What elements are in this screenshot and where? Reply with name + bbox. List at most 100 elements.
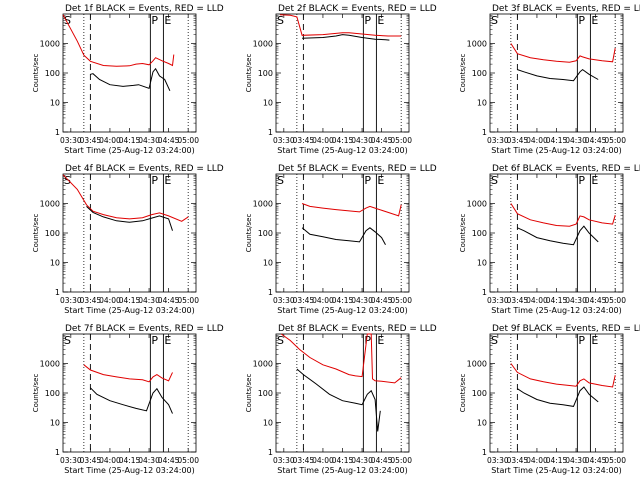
x-tick-label: 04:30	[565, 136, 587, 145]
x-tick-label: 04:00	[312, 136, 334, 145]
x-tick-label: 04:30	[565, 456, 587, 465]
plot-title: Det 9f BLACK = Events, RED = LLD	[492, 324, 640, 334]
series-line-lld	[279, 14, 402, 37]
plot-frame	[489, 13, 624, 133]
marker-flag-p: P	[151, 334, 158, 347]
x-tick-label: 04:00	[99, 296, 121, 305]
x-tick-label: 03:45	[80, 296, 102, 305]
y-tick-label: 1	[55, 288, 60, 297]
series-line-lld	[62, 174, 189, 222]
series-line-lld	[83, 364, 173, 383]
series-line-events	[302, 34, 390, 41]
plot-panel-8: Det 8f BLACK = Events, RED = LLD 1 10 100 10…	[245, 324, 437, 475]
marker-flag-e: E	[377, 14, 384, 27]
x-tick-label: 05:00	[390, 136, 412, 145]
plot-title: Det 3f BLACK = Events, RED = LLD	[492, 4, 640, 14]
x-tick-label: 04:45	[158, 136, 180, 145]
y-tick-label: 10	[263, 259, 273, 268]
x-tick-label: 04:15	[546, 136, 568, 145]
marker-flag-p: P	[364, 14, 371, 27]
marker-flag-s: S	[64, 14, 71, 27]
y-tick-label: 1	[55, 128, 60, 137]
marker-flag-e: E	[591, 14, 598, 27]
x-tick-label: 05:00	[604, 296, 626, 305]
plot-frame	[62, 173, 197, 293]
marker-flag-s: S	[277, 14, 284, 27]
y-tick-label: 10	[263, 99, 273, 108]
plot-title: Det 7f BLACK = Events, RED = LLD	[65, 324, 224, 334]
x-tick-label: 04:15	[546, 456, 568, 465]
y-axis-label: Counts/sec	[459, 374, 467, 413]
x-tick-label: 03:30	[273, 296, 295, 305]
x-tick-label: 04:30	[138, 136, 160, 145]
series-line-events	[86, 206, 173, 231]
series-line-events	[90, 387, 173, 414]
y-axis-label: Counts/sec	[32, 54, 40, 93]
plot-title: Det 4f BLACK = Events, RED = LLD	[65, 164, 224, 174]
y-tick-label: 1000	[40, 40, 60, 49]
y-tick-label: 10	[50, 259, 60, 268]
x-tick-label: 03:30	[273, 456, 295, 465]
marker-flag-p: P	[364, 334, 371, 347]
y-tick-label: 100	[472, 69, 487, 78]
y-tick-label: 1000	[467, 40, 487, 49]
y-axis-label: Counts/sec	[245, 374, 253, 413]
y-tick-label: 1	[482, 448, 487, 457]
series-line-lld	[301, 203, 402, 217]
series-line-events	[517, 225, 599, 246]
y-axis-label: Counts/sec	[459, 214, 467, 253]
y-tick-label: 10	[477, 419, 487, 428]
x-tick-label: 04:45	[158, 296, 180, 305]
x-axis-label: Start Time (25-Aug-12 03:24:00)	[277, 466, 408, 475]
plot-frame	[275, 333, 410, 453]
x-axis-label: Start Time (25-Aug-12 03:24:00)	[491, 306, 622, 315]
x-tick-label: 03:45	[293, 136, 315, 145]
y-tick-label: 10	[50, 99, 60, 108]
x-tick-label: 04:15	[332, 296, 354, 305]
plot-title: Det 5f BLACK = Events, RED = LLD	[278, 164, 437, 174]
y-tick-label: 1000	[40, 360, 60, 369]
y-tick-label: 1	[268, 448, 273, 457]
y-tick-label: 100	[472, 389, 487, 398]
x-tick-label: 04:15	[332, 456, 354, 465]
x-tick-label: 04:15	[119, 136, 141, 145]
x-tick-label: 03:30	[487, 456, 509, 465]
x-axis-label: Start Time (25-Aug-12 03:24:00)	[277, 306, 408, 315]
marker-flag-e: E	[591, 334, 598, 347]
y-tick-label: 1000	[253, 200, 273, 209]
series-line-lld	[510, 43, 616, 63]
marker-flag-e: E	[377, 174, 384, 187]
plot-frame	[275, 173, 410, 293]
series-line-events	[517, 68, 599, 82]
x-tick-label: 05:00	[604, 456, 626, 465]
x-tick-label: 04:45	[371, 136, 393, 145]
y-tick-label: 1000	[253, 40, 273, 49]
series-line-lld	[510, 203, 616, 227]
y-axis-label: Counts/sec	[245, 54, 253, 93]
marker-flag-p: P	[578, 334, 585, 347]
x-tick-label: 03:45	[80, 456, 102, 465]
x-tick-label: 03:45	[293, 296, 315, 305]
marker-flag-s: S	[491, 14, 498, 27]
x-tick-label: 04:00	[312, 456, 334, 465]
marker-flag-e: E	[164, 334, 171, 347]
x-tick-label: 05:00	[177, 456, 199, 465]
y-axis-label: Counts/sec	[32, 214, 40, 253]
x-tick-label: 05:00	[390, 456, 412, 465]
marker-flag-e: E	[377, 334, 384, 347]
plot-frame	[62, 13, 197, 133]
marker-flag-s: S	[277, 174, 284, 187]
y-tick-label: 1000	[40, 200, 60, 209]
y-tick-label: 100	[45, 69, 60, 78]
y-tick-label: 10	[50, 419, 60, 428]
marker-flag-s: S	[64, 334, 71, 347]
x-tick-label: 04:15	[546, 296, 568, 305]
marker-flag-s: S	[491, 334, 498, 347]
y-tick-label: 10	[477, 99, 487, 108]
plot-panel-2: Det 2f BLACK = Events, RED = LLD 1 10 100 10…	[245, 4, 437, 155]
x-tick-label: 04:15	[119, 456, 141, 465]
y-tick-label: 10	[477, 259, 487, 268]
y-tick-label: 1	[482, 128, 487, 137]
marker-flag-e: E	[591, 174, 598, 187]
